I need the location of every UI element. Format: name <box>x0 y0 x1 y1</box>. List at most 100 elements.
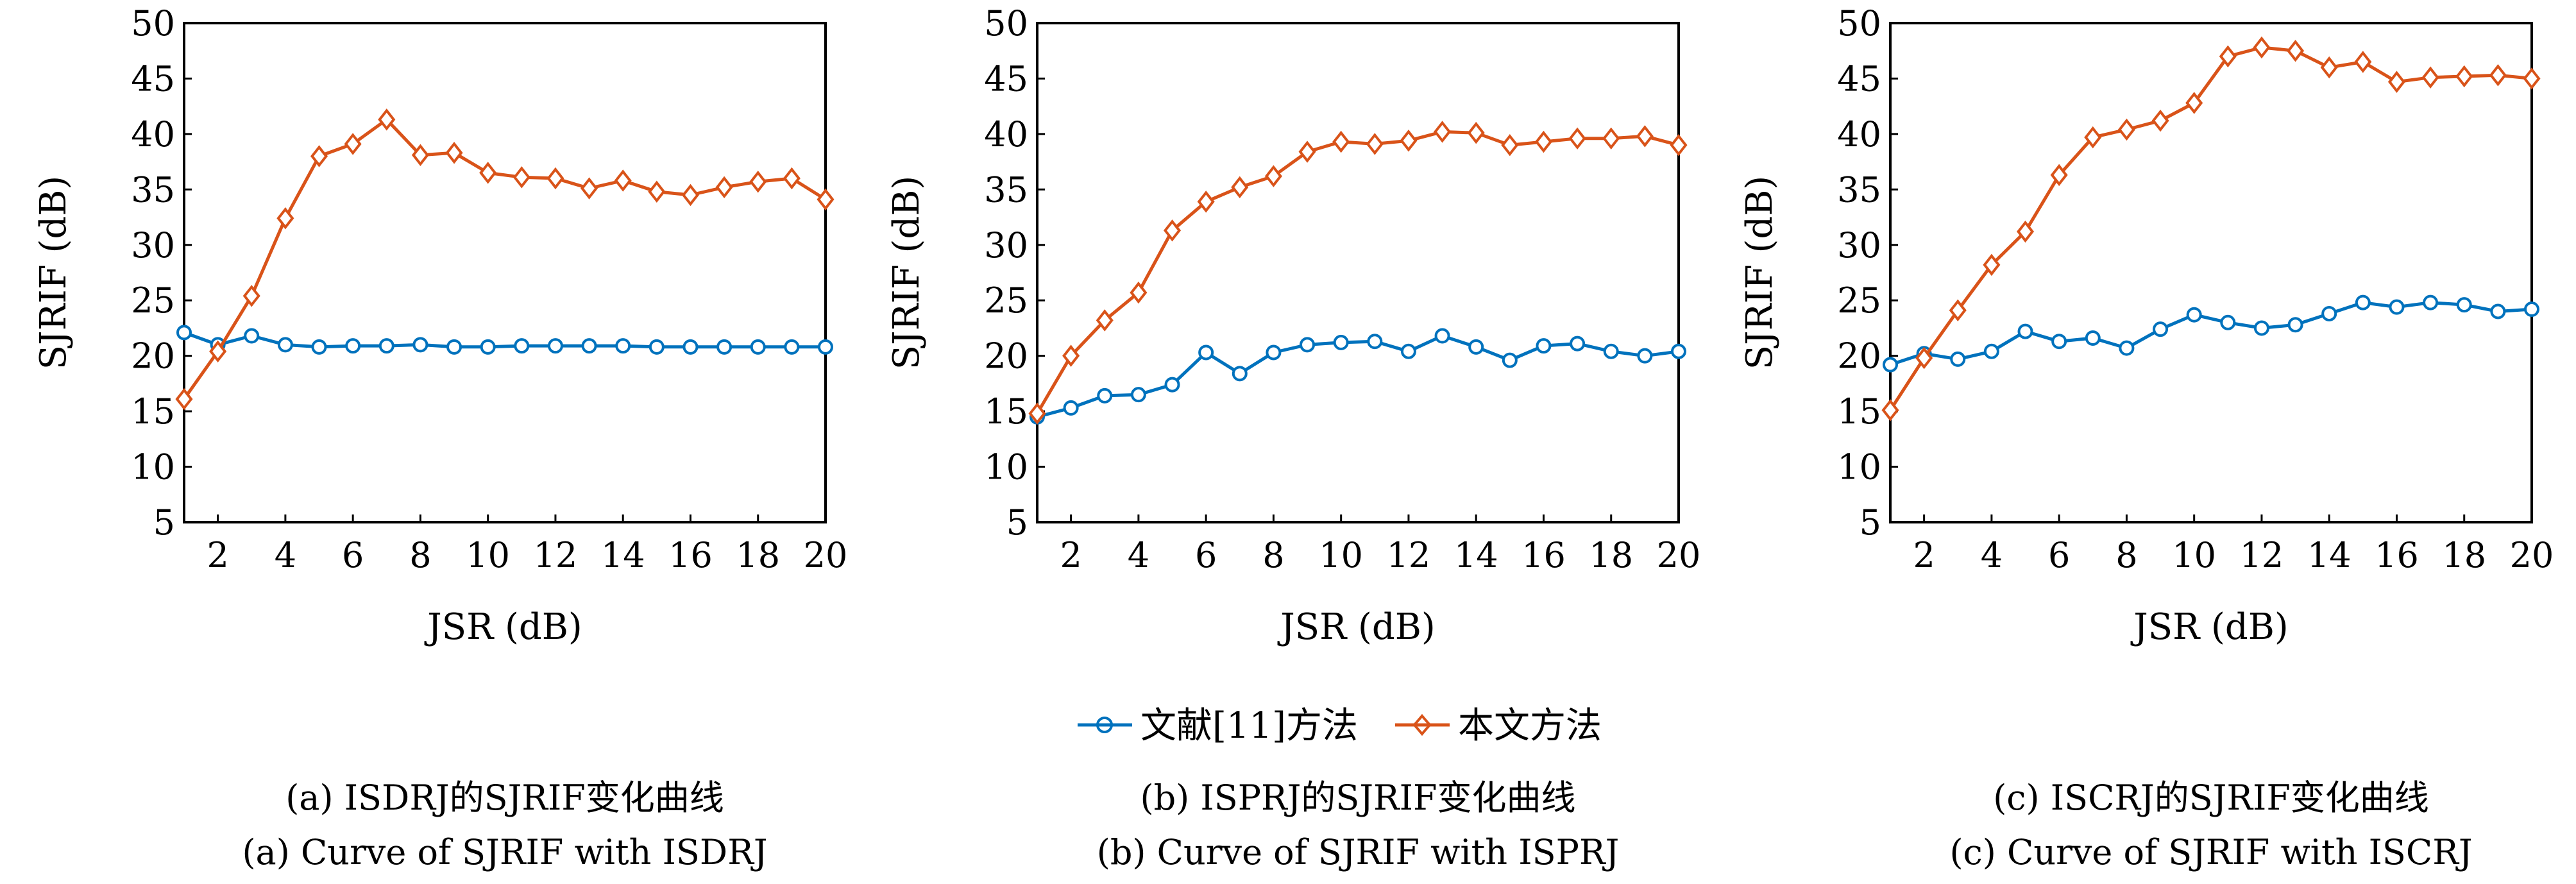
data-point <box>1264 165 1282 187</box>
y-tick-label: 30 <box>1837 225 1881 266</box>
data-point <box>2387 71 2406 93</box>
data-point <box>1983 343 1999 359</box>
data-point <box>276 207 294 230</box>
data-point <box>648 339 665 355</box>
x-tick-label: 6 <box>342 535 364 575</box>
x-tick-label: 8 <box>409 535 431 575</box>
data-point <box>2186 307 2202 323</box>
data-point <box>1028 402 1046 425</box>
x-tick-label: 16 <box>668 535 713 575</box>
y-axis-label-c: SJRIF (dB) <box>1739 176 1781 370</box>
data-point <box>2219 45 2237 68</box>
y-tick-label: 30 <box>984 225 1028 266</box>
data-point <box>513 166 530 189</box>
x-tick-label: 14 <box>2307 535 2351 575</box>
y-tick-label: 5 <box>1860 502 1881 543</box>
plot-frame-a <box>183 22 827 523</box>
data-point <box>1130 281 1148 304</box>
y-tick-label: 40 <box>984 114 1028 155</box>
data-point <box>242 285 260 307</box>
y-tick-label: 40 <box>1837 114 1881 155</box>
data-point <box>1881 399 1899 421</box>
data-point <box>1534 130 1553 153</box>
data-point <box>1467 121 1485 144</box>
x-tick-label: 16 <box>2375 535 2419 575</box>
x-tick-label: 10 <box>466 535 510 575</box>
data-point <box>750 339 766 355</box>
data-point <box>1434 328 1450 344</box>
data-point <box>2523 67 2541 90</box>
data-point <box>2490 303 2506 319</box>
data-point <box>2051 334 2067 350</box>
data-point <box>2354 51 2372 73</box>
y-tick-label: 40 <box>131 114 175 155</box>
series-ref11-a <box>176 325 833 355</box>
y-tick-label: 25 <box>1837 280 1881 321</box>
y-tick-label: 20 <box>1837 336 1881 377</box>
data-point <box>2050 164 2068 187</box>
data-point <box>175 387 193 411</box>
y-tick-label: 50 <box>984 3 1028 44</box>
data-point <box>1949 299 1967 322</box>
x-tick-label: 10 <box>1319 535 1363 575</box>
y-tick-label: 50 <box>1837 3 1881 44</box>
data-point <box>2016 220 2035 243</box>
data-point <box>1468 339 1484 355</box>
y-tick-label: 25 <box>984 280 1028 321</box>
data-point <box>1671 343 1686 359</box>
chart-panel-b: 5 10 15 20 25 30 35 40 45 50 2 4 6 8 10 12 14 16 18 20 JSR (… <box>886 3 1700 648</box>
data-point <box>681 183 700 207</box>
legend-marker-circle <box>1096 717 1113 733</box>
x-tick-label: 8 <box>1262 535 1284 575</box>
data-point <box>1400 130 1418 152</box>
y-tick-label: 35 <box>984 169 1028 210</box>
data-point <box>209 340 227 362</box>
data-point <box>2153 321 2169 337</box>
x-tick-label: 20 <box>1657 535 1701 575</box>
data-point <box>445 142 463 164</box>
data-point <box>817 188 835 211</box>
y-tick-label: 30 <box>131 225 175 266</box>
y-tick-label: 35 <box>1837 169 1881 210</box>
data-point <box>2287 39 2305 62</box>
x-tick-label: 14 <box>1454 535 1498 575</box>
y-tick-label: 15 <box>1837 391 1881 432</box>
caption-en-c: (c) Curve of SJRIF with ISCRJ <box>1949 832 2472 872</box>
x-tick-label: 4 <box>275 535 296 575</box>
series-ours-c <box>1881 36 2541 421</box>
data-point <box>682 339 699 355</box>
data-point <box>2321 305 2337 321</box>
chart-panel-a: 5 10 15 20 25 30 35 40 45 50 2 4 6 8 10 12 14 16 18 20 JSR (… <box>33 3 847 648</box>
caption-cn-a: (a) ISDRJ的SJRIF变化曲线 <box>285 778 724 818</box>
data-point <box>1333 334 1349 350</box>
caption-en-b: (b) Curve of SJRIF with ISPRJ <box>1097 832 1619 872</box>
data-point <box>716 339 733 355</box>
y-tick-label: 5 <box>1006 502 1028 543</box>
data-point <box>1266 344 1282 361</box>
data-point <box>1332 130 1350 153</box>
y-tick-label: 5 <box>153 502 175 543</box>
caption-cn-b: (b) ISPRJ的SJRIF变化曲线 <box>1140 778 1576 818</box>
y-tick-label: 45 <box>1837 58 1881 99</box>
data-point <box>1637 348 1653 364</box>
data-point <box>581 338 597 354</box>
data-point <box>2524 302 2539 318</box>
data-point <box>1636 125 1654 148</box>
data-point <box>1164 377 1180 393</box>
x-tick-label: 10 <box>2172 535 2216 575</box>
data-point <box>2253 320 2269 336</box>
data-point <box>547 167 564 190</box>
x-tick-label: 12 <box>2240 535 2284 575</box>
data-point <box>2423 294 2439 310</box>
x-axis-label-a: JSR (dB) <box>424 606 582 648</box>
data-point <box>2455 65 2473 88</box>
series-line <box>182 117 827 400</box>
data-point <box>1670 133 1688 157</box>
data-point <box>2320 56 2338 79</box>
data-point <box>244 328 260 344</box>
x-tick-label: 12 <box>534 535 578 575</box>
data-point <box>514 338 530 354</box>
data-point <box>580 177 598 200</box>
data-point <box>1400 343 1416 359</box>
